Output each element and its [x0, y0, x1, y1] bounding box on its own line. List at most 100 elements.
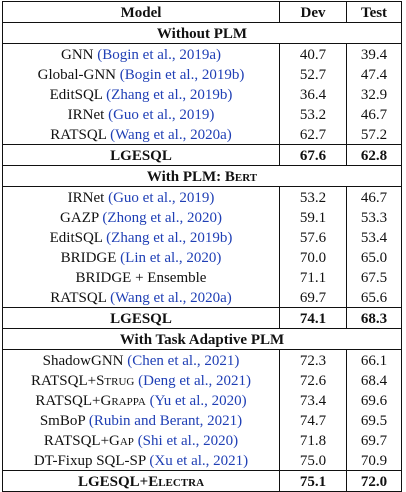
model-cell: SmBoP (Rubin and Berant, 2021): [2, 410, 280, 430]
model-name: RATSQL+: [35, 392, 101, 409]
dev-score: 71.8: [279, 430, 347, 450]
model-cell: IRNet (Guo et al., 2019): [2, 104, 280, 124]
test-score: 32.9: [346, 84, 402, 104]
ours-model-cell: LGESQL+Electra: [2, 470, 280, 492]
section-title-text: Without PLM: [156, 25, 248, 42]
ours-test-score: 62.8: [346, 144, 402, 166]
model-name: GNN: [61, 46, 98, 63]
dev-score: 36.4: [279, 84, 347, 104]
model-name: RATSQL: [50, 126, 111, 143]
table-row: GNN (Bogin et al., 2019a) 40.7 39.4: [2, 43, 402, 64]
model-cell: RATSQL+Grappa (Yu et al., 2020): [2, 390, 280, 410]
model-cell: RATSQL+Strug (Deng et al., 2021): [2, 370, 280, 390]
ours-model-cell: LGESQL: [2, 144, 280, 166]
dev-score: 62.7: [279, 124, 347, 145]
model-cell: GNN (Bogin et al., 2019a): [2, 43, 280, 64]
test-score: 39.4: [346, 43, 402, 64]
model-name: ShadowGNN: [42, 352, 128, 369]
table-row: SmBoP (Rubin and Berant, 2021) 74.7 69.5: [2, 410, 402, 430]
table-row: RATSQL (Wang et al., 2020a) 69.7 65.6: [2, 287, 402, 308]
table-body: Without PLM GNN (Bogin et al., 2019a) 40.7…: [2, 22, 402, 492]
model-name-smallcaps: Grappa: [100, 392, 146, 409]
model-cell: Global-GNN (Bogin et al., 2019b): [2, 64, 280, 84]
model-cell: IRNet (Guo et al., 2019): [2, 186, 280, 207]
test-score: 46.7: [346, 186, 402, 207]
dev-score: 59.1: [279, 207, 347, 227]
citation-link: (Yu et al., 2020): [149, 392, 247, 409]
test-score: 53.3: [346, 207, 402, 227]
test-score: 65.0: [346, 247, 402, 267]
citation-link: (Lin et al., 2020): [120, 249, 222, 266]
model-name-smallcaps: Strug: [96, 372, 135, 389]
citation-link: (Bogin et al., 2019b): [119, 66, 245, 83]
table-row: ShadowGNN (Chen et al., 2021) 72.3 66.1: [2, 349, 402, 370]
citation-link: (Zhang et al., 2019b): [106, 229, 233, 246]
test-score: 70.9: [346, 450, 402, 471]
dev-score: 52.7: [279, 64, 347, 84]
ours-dev-score: 75.1: [279, 470, 347, 492]
model-name-smallcaps: Gap: [109, 432, 134, 449]
section-header-row: With Task Adaptive PLM: [2, 328, 402, 350]
citation-link: (Rubin and Berant, 2021): [88, 412, 243, 429]
header-test: Test: [346, 1, 402, 23]
model-name: SmBoP: [39, 412, 89, 429]
model-name: EditSQL: [49, 229, 107, 246]
model-name: IRNet: [67, 106, 109, 123]
dev-score: 71.1: [279, 267, 347, 287]
section-title-smallcaps: Bert: [224, 168, 258, 185]
citation-link: (Wang et al., 2020a): [110, 126, 232, 143]
test-score: 69.5: [346, 410, 402, 430]
table-row: RATSQL+Grappa (Yu et al., 2020) 73.4 69.6: [2, 390, 402, 410]
dev-score: 40.7: [279, 43, 347, 64]
model-name: BRIDGE + Ensemble: [75, 269, 207, 286]
model-cell: DT-Fixup SQL-SP (Xu et al., 2021): [2, 450, 280, 471]
section-title-text: With PLM:: [146, 168, 225, 185]
section-title: Without PLM: [2, 22, 402, 44]
test-score: 53.4: [346, 227, 402, 247]
ours-model-name: LGESQL+: [77, 473, 149, 490]
ours-model-name: LGESQL: [110, 147, 172, 164]
dev-score: 74.7: [279, 410, 347, 430]
citation-link: (Guo et al., 2019): [108, 189, 215, 206]
test-score: 69.7: [346, 430, 402, 450]
ours-test-score: 68.3: [346, 307, 402, 329]
model-cell: EditSQL (Zhang et al., 2019b): [2, 227, 280, 247]
model-name: GAZP: [60, 209, 103, 226]
citation-link: (Zhong et al., 2020): [102, 209, 222, 226]
model-name: RATSQL+: [43, 432, 110, 449]
section-title-text: With Task Adaptive PLM: [119, 331, 285, 348]
citation-link: (Zhang et al., 2019b): [106, 86, 233, 103]
section-header-row: Without PLM: [2, 22, 402, 44]
ours-test-score: 72.0: [346, 470, 402, 492]
model-name: RATSQL+: [30, 372, 97, 389]
model-name: Global-GNN: [37, 66, 120, 83]
ours-model-cell: LGESQL: [2, 307, 280, 329]
ours-row: LGESQL+Electra 75.1 72.0: [2, 470, 402, 492]
ours-model-smallcaps: Electra: [148, 473, 205, 490]
ours-dev-score: 74.1: [279, 307, 347, 329]
model-cell: EditSQL (Zhang et al., 2019b): [2, 84, 280, 104]
model-cell: BRIDGE + Ensemble: [2, 267, 280, 287]
model-name: RATSQL: [50, 289, 111, 306]
table-row: EditSQL (Zhang et al., 2019b) 57.6 53.4: [2, 227, 402, 247]
model-cell: RATSQL (Wang et al., 2020a): [2, 287, 280, 308]
test-score: 67.5: [346, 267, 402, 287]
citation-link: (Shi et al., 2020): [137, 432, 239, 449]
ours-model-name: LGESQL: [110, 310, 172, 327]
table-row: DT-Fixup SQL-SP (Xu et al., 2021) 75.0 70.…: [2, 450, 402, 471]
header-model: Model: [2, 1, 280, 23]
model-cell: BRIDGE (Lin et al., 2020): [2, 247, 280, 267]
test-score: 57.2: [346, 124, 402, 145]
test-score: 47.4: [346, 64, 402, 84]
dev-score: 70.0: [279, 247, 347, 267]
citation-link: (Chen et al., 2021): [127, 352, 240, 369]
dev-score: 72.6: [279, 370, 347, 390]
dev-score: 57.6: [279, 227, 347, 247]
dev-score: 69.7: [279, 287, 347, 308]
dev-score: 72.3: [279, 349, 347, 370]
ours-row: LGESQL 74.1 68.3: [2, 307, 402, 329]
model-cell: ShadowGNN (Chen et al., 2021): [2, 349, 280, 370]
dev-score: 53.2: [279, 186, 347, 207]
section-title: With PLM: Bert: [2, 165, 402, 187]
